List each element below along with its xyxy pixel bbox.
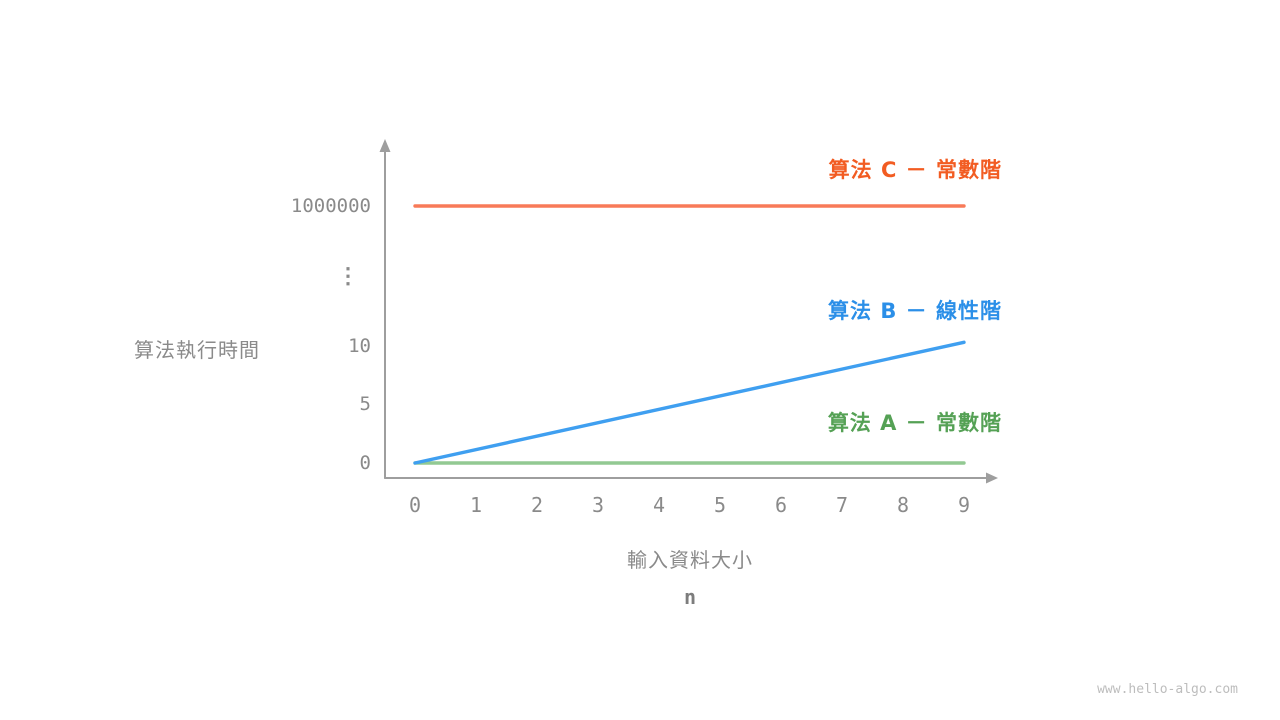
- x-tick-9: 9: [957, 493, 971, 517]
- x-axis-title: 輸入資料大小: [627, 548, 753, 572]
- y-tick-0: 0: [359, 452, 371, 474]
- y-tick-10: 10: [348, 334, 371, 357]
- series-line-b: [413, 340, 966, 465]
- x-tick-2: 2: [530, 493, 544, 517]
- x-tick-6: 6: [774, 493, 788, 517]
- x-tick-8: 8: [896, 493, 910, 517]
- series-label-algorithm-c: 算法 C － 常數階: [828, 158, 1002, 182]
- y-tick-5: 5: [359, 393, 371, 416]
- x-axis-variable: n: [683, 585, 697, 609]
- series-label-algorithm-a: 算法 A － 常數階: [827, 411, 1002, 435]
- y-tick-ellipsis: ⋮: [337, 264, 359, 289]
- x-tick-5: 5: [713, 493, 727, 517]
- x-tick-3: 3: [591, 493, 605, 517]
- x-tick-7: 7: [835, 493, 849, 517]
- y-axis-title: 算法執行時間: [134, 338, 260, 362]
- watermark-text: www.hello-algo.com: [1097, 682, 1238, 697]
- x-tick-0: 0: [408, 493, 422, 517]
- x-tick-1: 1: [469, 493, 483, 517]
- series-label-algorithm-b: 算法 B － 線性階: [828, 299, 1002, 323]
- x-tick-4: 4: [652, 493, 666, 517]
- y-tick-1000000: 1000000: [290, 195, 371, 217]
- y-axis-arrow-icon: [379, 139, 391, 152]
- x-axis-arrow-icon: [986, 472, 998, 484]
